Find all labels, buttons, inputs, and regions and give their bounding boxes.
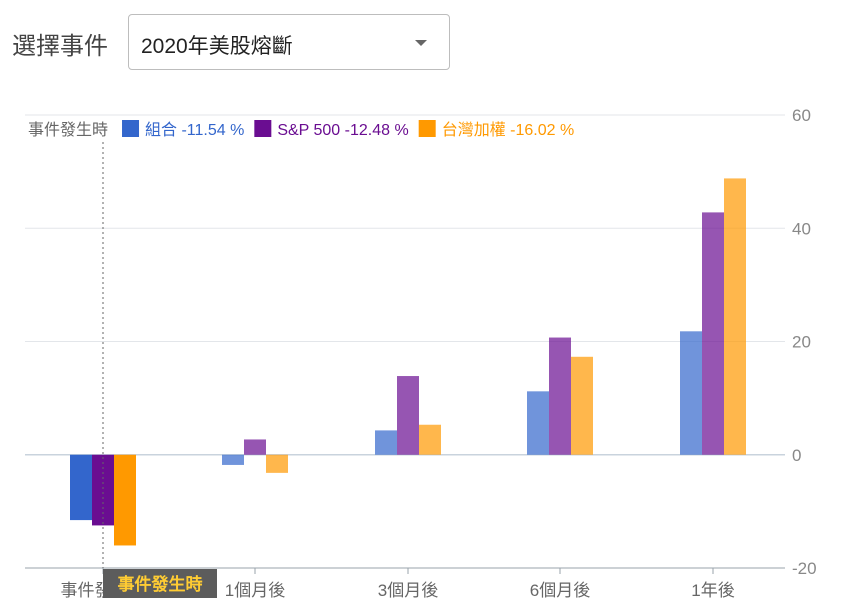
bar[interactable] [375,430,397,455]
event-cursor: 事件發生時 [102,142,217,598]
event-selector-label: 選擇事件 [12,33,108,60]
cursor-tooltip-label: 事件發生時 [118,574,203,594]
bar[interactable] [680,331,702,455]
x-tick-label: 1個月後 [225,581,285,600]
x-tick-label: 3個月後 [378,581,438,600]
y-tick-label: -20 [792,559,817,578]
y-tick-label: 60 [792,106,811,125]
grid-layer [25,114,785,569]
legend-swatch [418,120,436,137]
y-tick-label: 40 [792,219,811,238]
bar[interactable] [244,439,266,455]
bar[interactable] [266,454,288,473]
legend-cursor-label: 事件發生時 [28,121,108,139]
bar[interactable] [397,376,419,455]
bar[interactable] [724,178,746,455]
legend-series-label: 組合 -11.54 % [145,121,244,139]
legend-swatch [254,120,272,137]
x-tick-label: 6個月後 [530,581,590,600]
legend-series-label: 台灣加權 -16.02 % [442,121,575,139]
event-select[interactable]: 2020年美股熔斷 [128,14,450,70]
event-selector-row: 選擇事件 2020年美股熔斷 [0,0,853,80]
bar[interactable] [70,454,92,521]
legend-series-label: S&P 500 -12.48 % [277,122,408,139]
bar[interactable] [527,391,549,455]
bar[interactable] [92,454,114,526]
bar[interactable] [571,356,593,455]
bar[interactable] [702,212,724,455]
bar[interactable] [114,454,136,546]
event-select-value: 2020年美股熔斷 [141,35,293,58]
chevron-down-icon [415,40,427,46]
bars-layer [70,178,746,546]
y-tick-label: 20 [792,333,811,352]
bar[interactable] [549,337,571,455]
legend-swatch [122,120,140,137]
bar[interactable] [222,454,244,465]
y-tick-label: 0 [792,446,801,465]
cursor-tooltip [103,569,217,598]
x-tick-label: 1年後 [691,581,734,600]
chart-legend: 事件發生時 組合 -11.54 % S&P 500 -12.48 % 台灣加權 -16… [28,120,574,139]
bar[interactable] [419,424,441,455]
